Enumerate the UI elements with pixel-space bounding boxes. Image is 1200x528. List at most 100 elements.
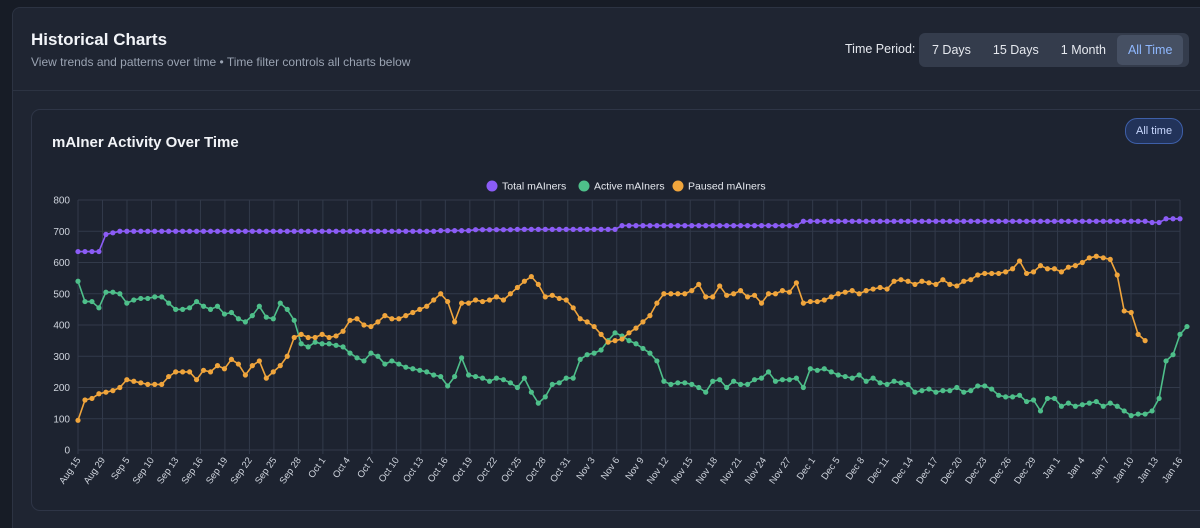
data-point — [989, 218, 995, 224]
data-point — [968, 218, 974, 224]
data-point — [612, 338, 618, 344]
data-point — [207, 228, 214, 234]
data-point — [298, 228, 304, 234]
data-point — [542, 394, 548, 400]
data-point — [424, 369, 430, 375]
range-badge[interactable]: All time — [1125, 118, 1184, 144]
y-tick-label: 0 — [64, 446, 70, 457]
data-point — [744, 294, 751, 300]
data-point — [207, 306, 214, 312]
data-point — [180, 228, 186, 234]
data-point — [284, 306, 290, 312]
data-point — [779, 377, 786, 383]
data-point — [1051, 266, 1058, 272]
data-point — [842, 373, 848, 380]
data-point — [249, 363, 255, 369]
data-point — [1065, 218, 1072, 224]
data-point — [221, 366, 228, 372]
data-point — [96, 305, 102, 311]
period-button-15-days[interactable]: 15 Days — [992, 43, 1039, 57]
data-point — [368, 228, 374, 234]
x-tick-label: Oct 22 — [475, 455, 500, 484]
data-point — [256, 303, 262, 309]
data-point — [493, 227, 500, 233]
data-point — [173, 306, 179, 312]
data-point — [152, 228, 158, 234]
period-button-7-days[interactable]: 7 Days — [932, 43, 971, 57]
data-point — [598, 347, 604, 353]
data-point — [312, 228, 318, 234]
x-tick-label: Jan 13 — [1136, 455, 1161, 485]
data-point — [403, 364, 409, 370]
data-point — [459, 228, 465, 234]
data-point — [452, 373, 458, 380]
data-point — [507, 227, 514, 233]
data-point — [633, 223, 639, 229]
data-point — [591, 323, 597, 330]
data-point — [284, 228, 290, 234]
data-point — [117, 228, 123, 234]
x-tick-label: Oct 19 — [450, 455, 475, 484]
data-point — [717, 377, 723, 383]
data-point — [863, 218, 869, 224]
data-point — [535, 226, 541, 232]
legend-swatch-paused — [672, 180, 684, 192]
period-button-all-time[interactable]: All Time — [1116, 35, 1184, 65]
data-point — [1037, 408, 1044, 414]
data-point — [1170, 216, 1176, 222]
data-point — [507, 291, 514, 297]
data-point — [277, 363, 283, 369]
data-point — [340, 344, 346, 350]
data-point — [173, 369, 179, 375]
data-point — [800, 384, 806, 391]
data-point — [1100, 255, 1106, 261]
data-point — [772, 291, 779, 297]
data-point — [375, 228, 381, 234]
data-point — [291, 228, 297, 234]
data-point — [786, 223, 793, 229]
data-point — [989, 386, 995, 392]
series-points-total — [75, 216, 1183, 255]
data-point — [1058, 269, 1065, 275]
data-point — [696, 384, 702, 391]
data-point — [193, 228, 200, 234]
period-button-1-month[interactable]: 1 Month — [1060, 43, 1106, 57]
data-point — [856, 372, 862, 378]
data-point — [751, 377, 758, 383]
data-point — [703, 389, 709, 395]
data-point — [765, 369, 772, 375]
data-point — [884, 218, 890, 224]
data-point — [919, 388, 925, 394]
data-point — [912, 389, 918, 395]
data-point — [445, 383, 451, 389]
data-point — [166, 373, 172, 380]
data-point — [1023, 270, 1030, 277]
data-point — [1044, 218, 1051, 224]
x-tick-label: Dec 17 — [914, 455, 940, 486]
chart-legend: Total mAIners Active mAIners Paused mAIner… — [486, 180, 766, 193]
data-point — [821, 297, 827, 303]
data-point — [117, 291, 123, 297]
data-point — [563, 297, 569, 303]
y-tick-label: 600 — [53, 258, 70, 269]
data-point — [807, 298, 813, 305]
data-point — [905, 218, 911, 224]
data-point — [82, 298, 88, 305]
data-point — [668, 291, 674, 297]
data-point — [751, 292, 758, 298]
data-point — [500, 227, 507, 233]
data-point — [333, 333, 339, 339]
y-tick-label: 300 — [53, 352, 70, 363]
data-point — [856, 218, 862, 224]
x-tick-label: Nov 21 — [718, 455, 744, 486]
data-point — [947, 388, 953, 394]
data-point — [528, 273, 534, 280]
y-tick-label: 400 — [53, 321, 70, 332]
x-tick-label: Oct 16 — [426, 455, 451, 484]
data-point — [891, 378, 897, 384]
data-point — [263, 228, 269, 234]
y-tick-label: 500 — [53, 289, 70, 300]
data-point — [549, 292, 555, 298]
data-point — [500, 297, 507, 303]
data-point — [814, 218, 820, 224]
